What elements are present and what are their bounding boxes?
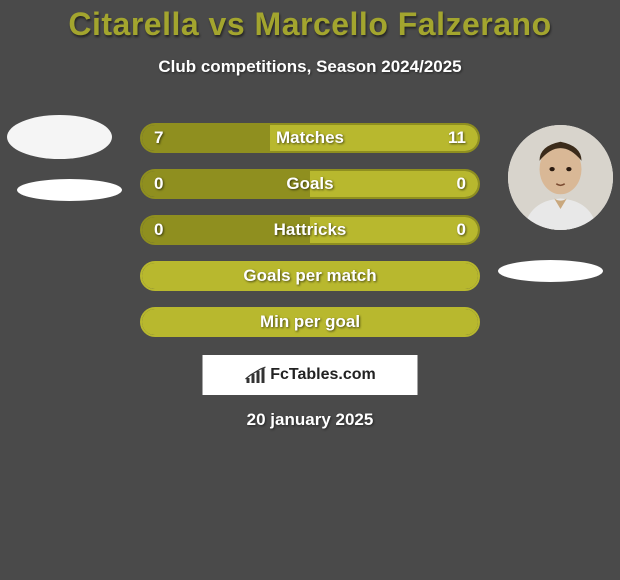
bar-row: 0 0 Goals [140,169,480,199]
player-left-name-pill [17,179,122,201]
bar-label: Goals per match [142,263,478,289]
bar-label: Min per goal [142,309,478,335]
bar-row: Min per goal [140,307,480,337]
bar-row: Goals per match [140,261,480,291]
player-right-avatar [508,125,613,230]
page-title: Citarella vs Marcello Falzerano [0,0,620,43]
bar-label: Hattricks [142,217,478,243]
subtitle: Club competitions, Season 2024/2025 [0,57,620,77]
bar-row: 7 11 Matches [140,123,480,153]
player-left-avatar [7,115,112,159]
bar-chart-icon [244,366,266,384]
comparison-bars: 7 11 Matches 0 0 Goals 0 0 Hattricks Goa… [140,123,480,353]
player-right-name-pill [498,260,603,282]
player-photo-icon [508,125,613,230]
bar-label: Matches [142,125,478,151]
fctables-logo: FcTables.com [203,355,418,395]
bar-label: Goals [142,171,478,197]
date-label: 20 january 2025 [0,410,620,430]
bar-row: 0 0 Hattricks [140,215,480,245]
logo-text: FcTables.com [270,366,376,384]
